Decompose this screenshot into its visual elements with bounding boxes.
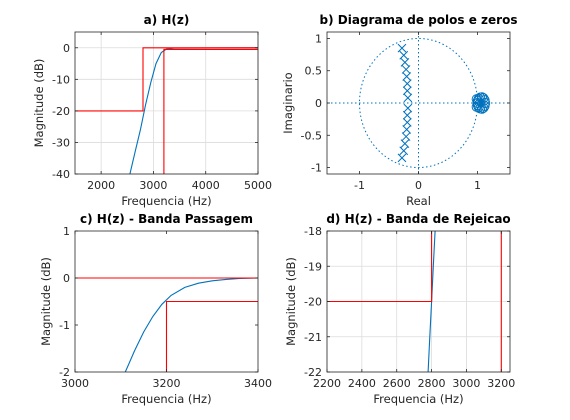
panel-c-xtick-label-0: 3000 [61,377,89,390]
panel-b-xtick-label-2: 1 [474,179,481,192]
panel-a-mask-line-2 [163,48,258,174]
pole-marker-0 [397,43,407,53]
panel-a-plot-content [75,47,258,174]
panel-d-xtick-label-5: 3200 [487,377,515,390]
zero-marker-15 [471,101,482,112]
panel-a-xtick-label-3: 5000 [244,179,272,192]
panel-c-passband-detail: c) H(z) - Banda Passagem Frequencia (Hz)… [39,212,272,406]
pole-marker-1 [397,153,407,163]
panel-d-xtick-label-0: 2200 [313,377,341,390]
panel-d-xtick-label-3: 2800 [418,377,446,390]
panel-d-xtick-label-1: 2400 [348,377,376,390]
panel-d-xtick-label-4: 3000 [452,377,480,390]
pole-marker-8 [402,72,412,81]
pole-marker-11 [402,118,412,127]
panel-a-ytick-label-1: -30 [52,136,70,149]
panel-d-ytick-label-4: -18 [304,225,322,238]
zero-marker-14 [471,94,482,105]
panel-a-magnitude-response: a) H(z) Frequencia (Hz) Magnitude (dB) 2… [32,13,272,208]
panel-b-ytick-label-0: -1 [311,162,322,175]
panel-a-xtick-label-2: 4000 [192,179,220,192]
pole-marker-5 [400,139,410,149]
panel-b-ytick-label-1: -0.5 [301,129,322,142]
panel-b-xtick-label-0: -1 [354,179,365,192]
panel-d-ylabel: Magnitude (dB) [284,257,298,346]
panel-a-xtick-label-1: 3000 [139,179,167,192]
panel-c-title: c) H(z) - Banda Passagem [80,212,253,226]
panel-b-title: b) Diagrama de polos e zeros [320,13,518,27]
panel-b-pole-zero-diagram: b) Diagrama de polos e zeros Real Imagin… [281,13,517,208]
panel-d-title: d) H(z) - Banda de Rejeicao [326,212,510,226]
panel-d-xtick-label-2: 2600 [383,377,411,390]
panel-d-plot-content [327,231,502,372]
panel-c-mask-line-2 [165,300,258,372]
panel-a-xlabel: Frequencia (Hz) [121,194,211,208]
panel-b-ylabel: Imaginario [281,72,295,133]
zero-marker-9 [478,93,489,104]
pole-marker-10 [402,79,412,88]
panel-c-ytick-label-3: 1 [63,225,70,238]
pole-marker-15 [403,103,413,113]
panel-d-ytick-label-1: -21 [304,331,322,344]
panel-b-xtick-label-1: 0 [415,179,422,192]
panel-a-ytick-label-3: -10 [52,73,70,86]
panel-a-ylabel: Magnitude (dB) [32,59,46,148]
panel-b-plot-content [327,32,510,174]
pole-marker-3 [399,146,409,156]
panel-a-ytick-label-0: -40 [52,168,70,181]
panel-d-stopband-detail: d) H(z) - Banda de Rejeicao Frequencia (… [284,212,515,406]
panel-a-ytick-label-4: 0 [63,42,70,55]
panel-d-ytick-label-3: -19 [304,260,322,273]
pole-marker-12 [402,86,412,96]
pole-marker-6 [401,65,411,74]
panel-d-ytick-label-0: -22 [304,366,322,379]
panel-a-title: a) H(z) [144,13,190,27]
panel-c-xlabel: Frequencia (Hz) [121,392,211,406]
panel-d-xlabel: Frequencia (Hz) [373,392,463,406]
panel-c-xtick-label-1: 3200 [153,377,181,390]
panel-b-ytick-label-4: 1 [315,32,322,45]
zero-marker-10 [478,102,489,113]
panel-c-ytick-label-1: -1 [59,319,70,332]
panel-c-response-line-0 [124,277,258,372]
panel-a-xtick-label-0: 2000 [87,179,115,192]
panel-c-xtick-label-2: 3400 [244,377,272,390]
panel-a-mask-line-1 [75,47,258,112]
pole-marker-9 [402,125,412,134]
panel-c-plot-content [75,277,258,372]
pole-marker-14 [403,93,413,103]
panel-a-response-line-0 [129,47,258,174]
panel-b-ytick-label-2: 0 [315,97,322,110]
pole-marker-7 [401,132,411,141]
panel-a-axes-box [74,31,259,175]
panel-c-ytick-label-2: 0 [63,272,70,285]
panel-a-ytick-label-2: -20 [52,105,70,118]
pole-marker-2 [399,50,409,60]
panel-b-ytick-label-3: 0.5 [305,65,323,78]
panel-d-mask-line-1 [327,231,433,303]
panel-c-ylabel: Magnitude (dB) [39,257,53,346]
panel-b-xlabel: Real [406,194,431,208]
panel-c-ytick-label-0: -2 [59,366,70,379]
pole-marker-13 [402,110,412,120]
zero-marker-13 [480,98,491,108]
panel-d-ytick-label-2: -20 [304,296,322,309]
panel-a-plot-area [75,32,258,174]
pole-marker-4 [400,57,410,67]
